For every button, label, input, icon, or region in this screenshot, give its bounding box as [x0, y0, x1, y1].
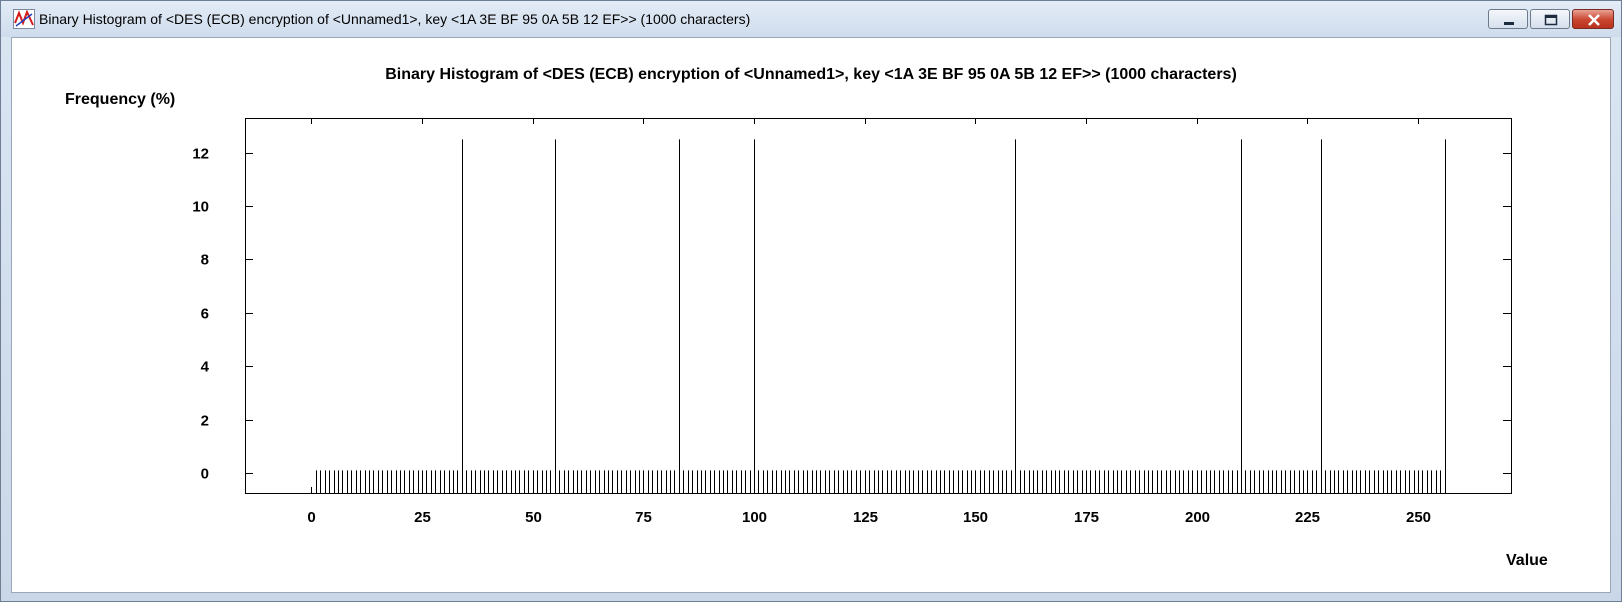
x-tick-label: 225: [1295, 509, 1320, 526]
x-tick-label: 125: [853, 509, 878, 526]
x-tick-label: 50: [525, 509, 542, 526]
y-tick-label: 6: [201, 306, 209, 323]
y-tick-label: 12: [192, 146, 209, 163]
y-tick-label: 4: [201, 359, 210, 376]
close-button[interactable]: [1572, 9, 1614, 29]
maximize-icon: [1544, 14, 1558, 26]
y-axis-label: Frequency (%): [65, 91, 176, 108]
chart-area: Binary Histogram of <DES (ECB) encryptio…: [11, 37, 1611, 593]
chart-title: Binary Histogram of <DES (ECB) encryptio…: [385, 66, 1237, 83]
y-tick-label: 0: [201, 466, 209, 483]
maximize-button[interactable]: [1530, 9, 1570, 29]
close-icon: [1588, 14, 1600, 26]
histogram-plot: 0 2 4 6 8 10 12 0 25 50 75 100 125 150 175 200 225 250: [192, 118, 1512, 526]
window-title: Binary Histogram of <DES (ECB) encryptio…: [39, 11, 751, 27]
plot-frame: [245, 118, 1512, 494]
minimize-icon: [1504, 22, 1514, 25]
x-tick-label: 100: [742, 509, 767, 526]
y-tick-label: 8: [201, 252, 209, 269]
y-tick-label: 2: [201, 413, 209, 430]
y-tick-label: 10: [192, 199, 209, 216]
x-tick-label: 0: [307, 509, 315, 526]
cryptool-app-icon: [13, 9, 35, 29]
x-tick-label: 150: [963, 509, 988, 526]
x-tick-label: 200: [1185, 509, 1210, 526]
x-tick-label: 75: [635, 509, 652, 526]
x-tick-label: 250: [1406, 509, 1431, 526]
x-axis-label: Value: [1506, 552, 1548, 569]
x-tick-label: 25: [414, 509, 431, 526]
minimize-button[interactable]: [1488, 9, 1528, 29]
x-tick-label: 175: [1074, 509, 1099, 526]
title-bar[interactable]: Binary Histogram of <DES (ECB) encryptio…: [1, 1, 1621, 37]
